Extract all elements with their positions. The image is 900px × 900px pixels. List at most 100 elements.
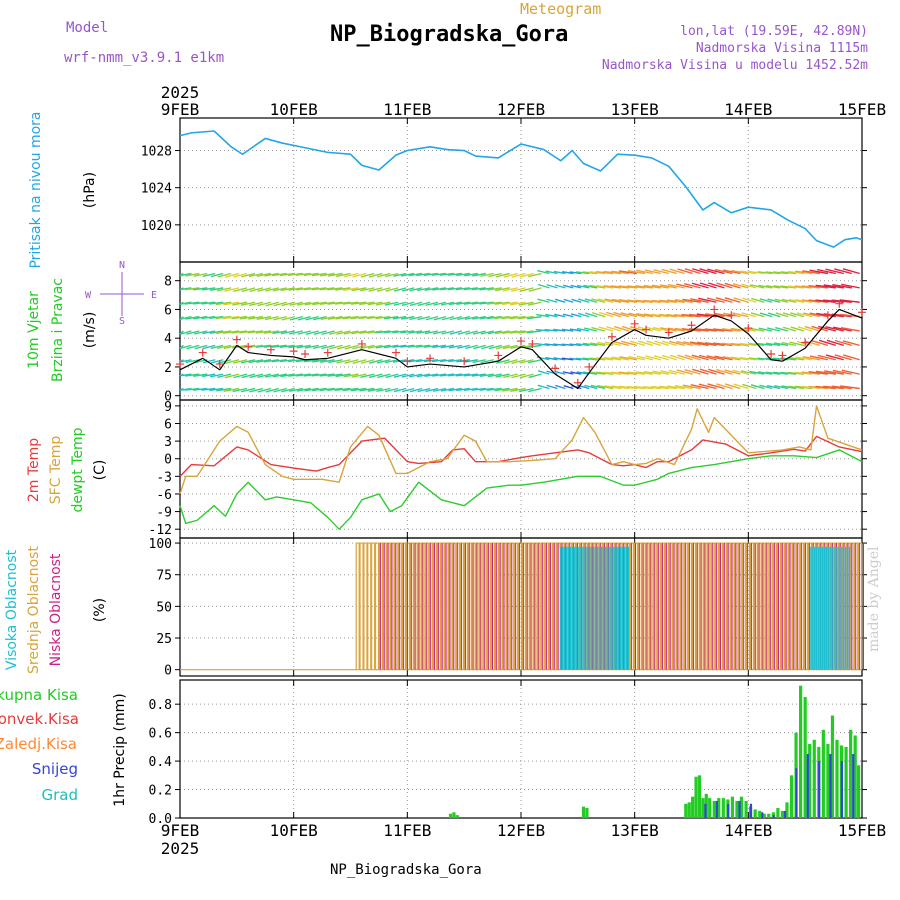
wind-arrow [802,270,821,275]
wind-arrow [604,385,622,390]
wind-arrow [368,373,383,379]
wind-arrow [296,287,311,291]
wind-arrow [839,299,860,303]
precip-bar-total [739,796,744,818]
wind-arrow [669,354,685,361]
wind-arrow [344,359,359,364]
cloud-mid-bar [738,542,743,670]
wind-arrow [666,299,685,303]
wind-arrow [767,312,781,318]
wind-arrow [651,284,669,289]
wind-arrow [697,341,717,347]
wind-arrow [193,373,208,377]
precip-bar-total [701,798,705,818]
wind-arrow [457,315,471,321]
gust-marker [767,350,776,358]
cloud-mid-bar [672,542,677,670]
wind-units: (m/s) [82,312,98,349]
wind-arrow [503,373,518,379]
wind-arrow [643,313,661,318]
wind-arrow [392,330,407,334]
wind-arrow [486,301,502,305]
wind-arrow [582,342,598,347]
cloud-mid-bar [772,542,778,670]
wind-arrow [425,301,439,306]
cloud-mid-bar [684,542,689,670]
wind-arrow [479,315,494,320]
wind-arrow [488,344,502,350]
wind-arrow [578,298,590,303]
wind-arrow [692,268,709,275]
precip-bar-total [821,729,825,818]
y-tick-label: 4 [164,332,172,347]
gust-marker [642,325,651,334]
wind-arrow [751,297,765,303]
wind-arrow [472,315,486,320]
wind-arrow [739,356,757,361]
wind-arrow [351,330,367,335]
wind-arrow [289,330,303,335]
gust-marker [573,378,582,387]
wind-arrow [801,299,821,303]
cloud-mid-bar [745,542,751,670]
gust-marker [266,345,275,354]
wind-arrow [264,330,279,334]
y-tick-label: 0.4 [149,755,173,770]
wind-arrow [749,370,765,375]
wind-arrow [788,385,805,390]
precip-bar-snow [829,753,832,818]
wind-arrow [179,373,192,377]
wind-arrow [255,330,272,334]
wind-arrow [666,314,685,318]
wind-speed-line [179,308,863,390]
wind-arrow [598,311,614,318]
wind-arrow [464,315,478,320]
wind-arrow [713,342,733,347]
precip-bar-total [758,810,762,818]
wind-arrow [561,343,574,347]
wind-arrow [179,344,192,350]
precip-bar-snow [704,803,707,818]
wind-arrow [808,385,828,390]
wind-arrow [815,299,836,303]
precip-legend-0: Ukupna Kisa [0,686,78,704]
cloud-mid-bar [514,542,519,670]
wind-arrow [359,301,375,306]
wind-arrow [721,342,741,347]
wind-arrow [222,315,240,320]
wind-arrow [432,287,447,291]
wind-arrow [545,270,558,275]
wind-arrow [804,325,821,332]
wind-arrow [801,371,821,375]
wind-arrow [281,301,295,307]
wind-arrow [233,359,248,364]
wind-arrow [619,356,638,361]
wind-arrow [255,344,272,348]
precip-bar-total [844,746,848,818]
wind-arrow [683,341,701,347]
wind-arrow [569,271,582,275]
wind-arrow [440,301,455,306]
x-tick-label-bottom: 15FEB [838,821,886,840]
cloud-mid-bar [769,542,774,670]
wind-arrow [239,330,256,334]
y-tick-label: 6 [164,417,172,432]
precip-bar-total [753,809,757,818]
wind-arrow [826,339,845,347]
wind-arrow [201,287,216,291]
cloud-mid-bar [359,542,364,670]
wind-arrow [343,330,359,335]
pressure-line [179,130,863,248]
precip-legend-4: Grad [41,786,78,804]
wind-arrow [732,283,749,289]
wind-arrow [794,285,813,289]
precip-bar-snow [806,753,809,818]
cloud-mid-bar [440,542,445,670]
precip-bar-total [694,776,698,818]
wind-arrow [831,299,852,303]
wind-arrow [619,299,638,303]
wind-arrow [502,387,518,392]
cloud-mid-bar [541,542,546,670]
x-tick-label-bottom: 13FEB [611,821,659,840]
wind-arrow [732,369,749,375]
